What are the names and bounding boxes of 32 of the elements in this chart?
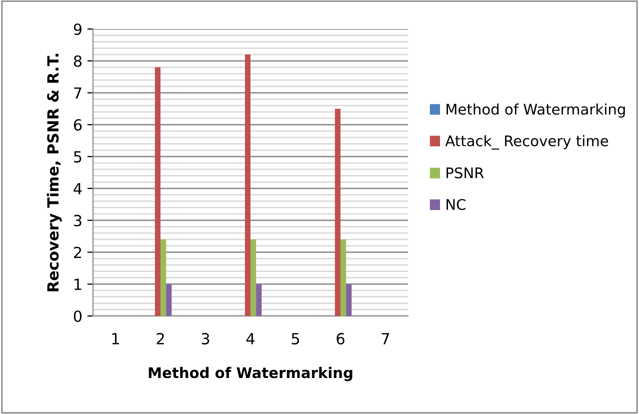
y-tick-label: 2 [74,246,82,258]
y-tick-label: 5 [74,151,82,163]
bar [244,54,250,316]
bar [154,67,160,316]
x-tick-label: 6 [336,332,344,344]
x-tick-label: 7 [382,333,390,344]
x-tick-label: 2 [156,332,164,344]
bar [346,284,352,316]
y-tick-label: 0 [74,310,82,322]
bar [160,239,166,316]
x-tick-label: 3 [202,332,210,344]
bar [256,284,262,316]
y-tick-label: 1 [74,278,82,290]
y-tick-label: 8 [74,55,82,67]
bar [250,239,256,316]
y-tick-label: 3 [74,214,82,226]
x-axis-title: Method of Watermarking [148,366,352,382]
legend-label: PSNR [446,167,484,178]
bar [166,284,172,316]
legend-label: NC [446,198,466,210]
legend-label: Method of Watermarking [446,103,625,118]
x-tick-label: 1 [112,333,119,344]
bar [340,239,346,316]
y-axis-title: Recovery Time, PSNR & R.T. [46,54,62,292]
y-tick-label: 7 [74,87,82,99]
y-tick-label: 4 [74,183,82,194]
y-tick-label: 9 [74,23,82,36]
x-tick-label: 4 [246,333,255,344]
x-tick-label: 5 [292,333,300,344]
legend-label: Attack_ Recovery time [445,135,608,150]
y-tick-label: 6 [74,119,82,131]
bar [334,108,340,316]
